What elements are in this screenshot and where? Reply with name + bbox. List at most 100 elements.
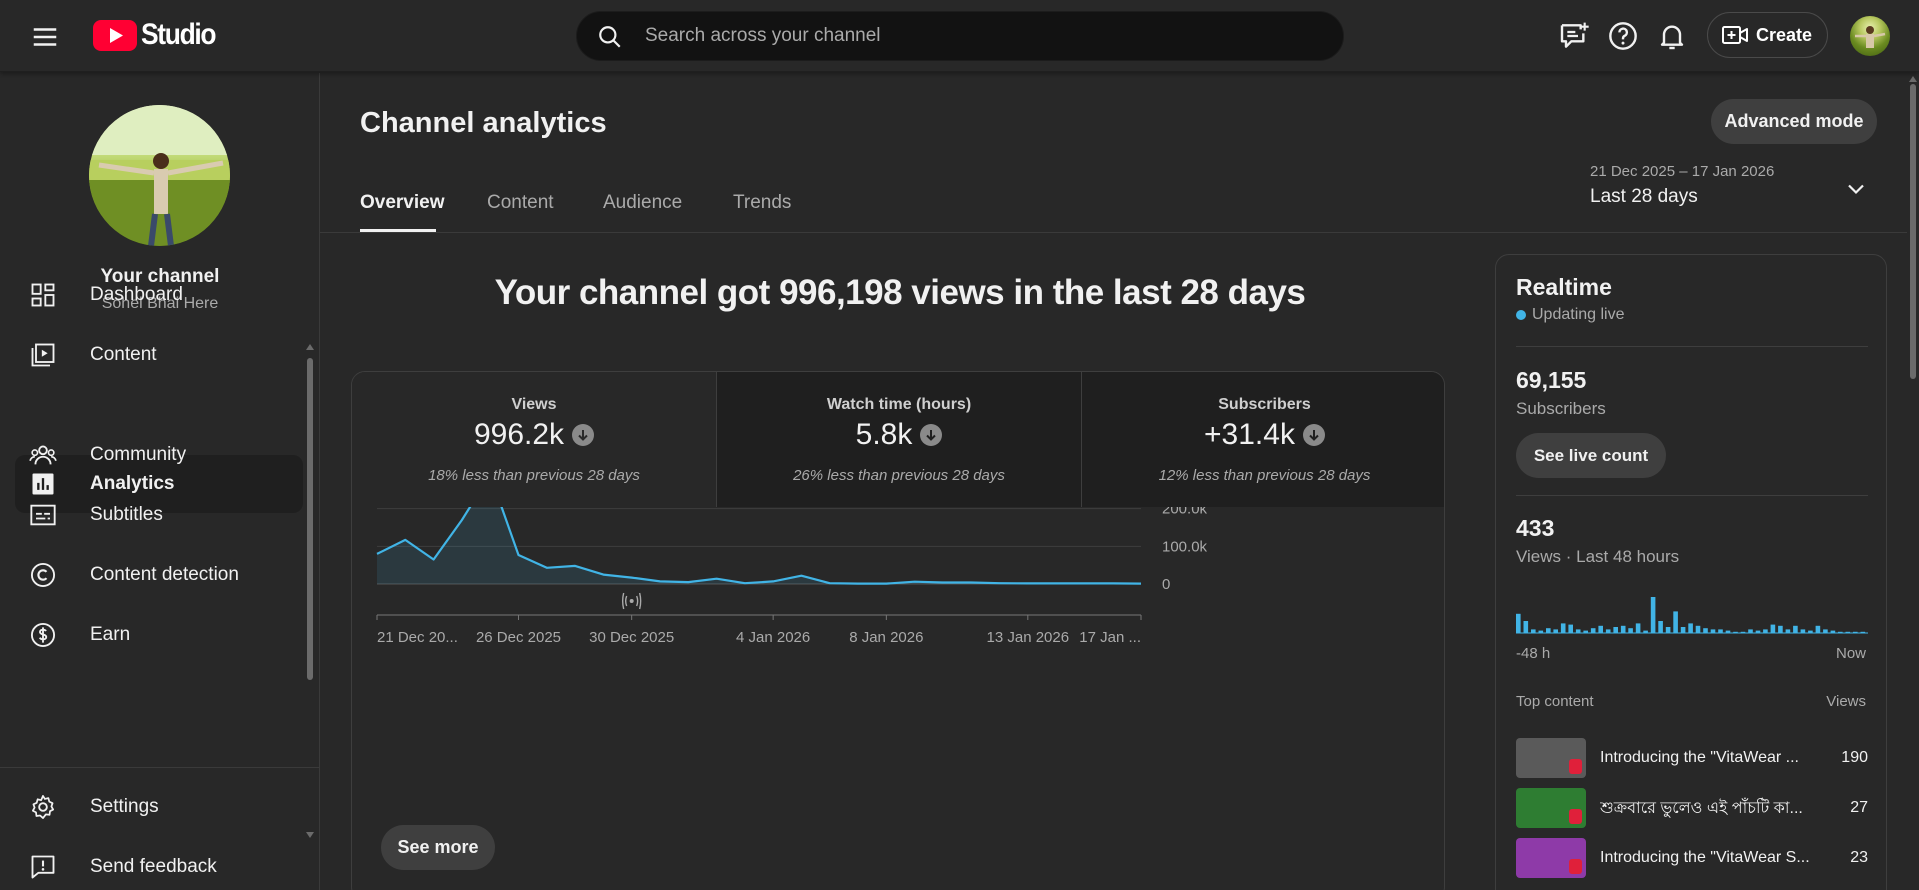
tab-trends[interactable]: Trends: [733, 192, 792, 213]
realtime-bar[interactable]: [1516, 613, 1521, 633]
create-post-icon[interactable]: [1558, 20, 1590, 52]
realtime-bar[interactable]: [1770, 624, 1776, 633]
realtime-bar[interactable]: [1635, 623, 1641, 633]
realtime-bar[interactable]: [1695, 625, 1701, 633]
realtime-bar[interactable]: [1583, 630, 1588, 633]
sidebar-item-settings[interactable]: Settings: [15, 778, 303, 836]
realtime-bar[interactable]: [1688, 623, 1693, 633]
realtime-bar[interactable]: [1575, 629, 1581, 633]
subscriber-label: Subscribers: [1516, 399, 1606, 418]
logo-text: Studio: [141, 18, 217, 51]
date-range-text[interactable]: 21 Dec 2025 – 17 Jan 2026: [1590, 163, 1775, 180]
chevron-down-icon[interactable]: [1844, 177, 1868, 201]
realtime-views-bars[interactable]: [1516, 585, 1868, 635]
search-input[interactable]: [645, 12, 1325, 60]
realtime-bar[interactable]: [1703, 628, 1708, 633]
settings-icon: [31, 795, 55, 819]
help-icon[interactable]: [1607, 20, 1639, 52]
search-icon[interactable]: [597, 24, 623, 50]
sidebar-scrollbar[interactable]: [306, 344, 314, 838]
realtime-bar[interactable]: [1590, 628, 1596, 633]
sidebar-scroll-thumb[interactable]: [307, 358, 313, 680]
sidebar-item-community[interactable]: Community: [15, 426, 303, 484]
sidebar-item-analytics[interactable]: Analytics: [15, 455, 303, 513]
realtime-bar[interactable]: [1620, 625, 1626, 633]
realtime-bar[interactable]: [1785, 629, 1791, 633]
realtime-bar[interactable]: [1733, 631, 1738, 633]
realtime-bar[interactable]: [1838, 631, 1843, 633]
copyright-icon: [30, 562, 56, 588]
realtime-bar[interactable]: [1658, 621, 1663, 633]
sidebar-item-content-detection[interactable]: Content detection: [15, 546, 303, 604]
realtime-bar[interactable]: [1553, 629, 1558, 633]
youtube-studio-logo[interactable]: Studio: [93, 17, 225, 53]
menu-icon[interactable]: [30, 22, 60, 52]
top-content-item[interactable]: Introducing the "VitaWear S... 23: [1516, 837, 1868, 879]
tab-audience[interactable]: Audience: [603, 192, 683, 213]
tab-content[interactable]: Content: [487, 192, 554, 213]
realtime-bar[interactable]: [1605, 629, 1611, 633]
tab-overview[interactable]: Overview: [360, 192, 445, 213]
sidebar-item-subtitles[interactable]: Subtitles: [15, 486, 303, 544]
realtime-bar[interactable]: [1613, 627, 1618, 633]
realtime-bar[interactable]: [1650, 597, 1656, 633]
date-range-label[interactable]: Last 28 days: [1590, 186, 1698, 207]
realtime-bar[interactable]: [1718, 629, 1723, 633]
realtime-bar[interactable]: [1778, 625, 1783, 633]
realtime-bar[interactable]: [1830, 630, 1836, 633]
metric-views[interactable]: Views 996.2k 18% less than previous 28 d…: [352, 372, 717, 507]
top-content-item[interactable]: শুক্রবারে ভুলেও এই পাঁচটি কা... 27: [1516, 787, 1868, 829]
subscriber-count: 69,155: [1516, 367, 1587, 393]
advanced-mode-button[interactable]: Advanced mode: [1711, 99, 1877, 144]
create-button[interactable]: Create: [1707, 12, 1828, 58]
earn-icon: [30, 622, 56, 648]
realtime-bar[interactable]: [1815, 625, 1821, 633]
sidebar-item-dashboard[interactable]: Dashboard: [15, 266, 303, 324]
realtime-bar[interactable]: [1763, 629, 1768, 633]
realtime-bar[interactable]: [1793, 625, 1798, 633]
realtime-bar[interactable]: [1643, 630, 1648, 633]
realtime-bar[interactable]: [1538, 630, 1544, 633]
realtime-bar[interactable]: [1845, 631, 1851, 633]
see-live-count-button[interactable]: See live count: [1516, 433, 1666, 478]
content-icon: [31, 343, 55, 367]
analytics-icon: [32, 473, 54, 495]
see-more-button[interactable]: See more: [381, 825, 495, 870]
channel-photo-icon: [89, 105, 230, 246]
sidebar-item-earn[interactable]: Earn: [15, 606, 303, 664]
realtime-bar[interactable]: [1748, 629, 1753, 633]
video-camera-icon: [1722, 26, 1748, 44]
top-content-item[interactable]: Introducing the "VitaWear ... 190: [1516, 737, 1868, 779]
realtime-bar[interactable]: [1740, 631, 1746, 633]
realtime-bar[interactable]: [1523, 621, 1529, 633]
channel-avatar[interactable]: [89, 105, 230, 246]
scroll-down-icon[interactable]: [306, 832, 314, 838]
realtime-bar[interactable]: [1673, 611, 1678, 633]
sidebar-item-send-feedback[interactable]: Send feedback: [15, 838, 303, 890]
realtime-bar[interactable]: [1800, 629, 1806, 633]
realtime-bar[interactable]: [1755, 630, 1761, 633]
realtime-bar[interactable]: [1860, 631, 1866, 633]
realtime-bar[interactable]: [1546, 628, 1551, 633]
page-scrollbar[interactable]: [1909, 76, 1917, 890]
scroll-up-icon[interactable]: [1909, 76, 1917, 82]
metric-watch-time[interactable]: Watch time (hours) 5.8k 26% less than pr…: [717, 372, 1082, 507]
page-scroll-thumb[interactable]: [1910, 84, 1916, 379]
realtime-bar[interactable]: [1628, 628, 1633, 633]
account-avatar[interactable]: [1850, 16, 1890, 56]
sidebar-item-content[interactable]: Content: [15, 326, 303, 384]
realtime-bar[interactable]: [1725, 630, 1731, 633]
realtime-bar[interactable]: [1808, 630, 1813, 633]
realtime-bar[interactable]: [1680, 627, 1686, 633]
metric-subscribers[interactable]: Subscribers +31.4k 12% less than previou…: [1082, 372, 1444, 507]
notifications-icon[interactable]: [1656, 20, 1688, 52]
realtime-bar[interactable]: [1853, 631, 1858, 633]
realtime-bar[interactable]: [1560, 623, 1566, 633]
scroll-up-icon[interactable]: [306, 344, 314, 350]
realtime-bar[interactable]: [1531, 629, 1536, 633]
realtime-bar[interactable]: [1598, 625, 1603, 633]
realtime-bar[interactable]: [1823, 629, 1828, 633]
realtime-bar[interactable]: [1665, 627, 1671, 633]
realtime-bar[interactable]: [1710, 629, 1716, 633]
realtime-bar[interactable]: [1568, 624, 1573, 633]
